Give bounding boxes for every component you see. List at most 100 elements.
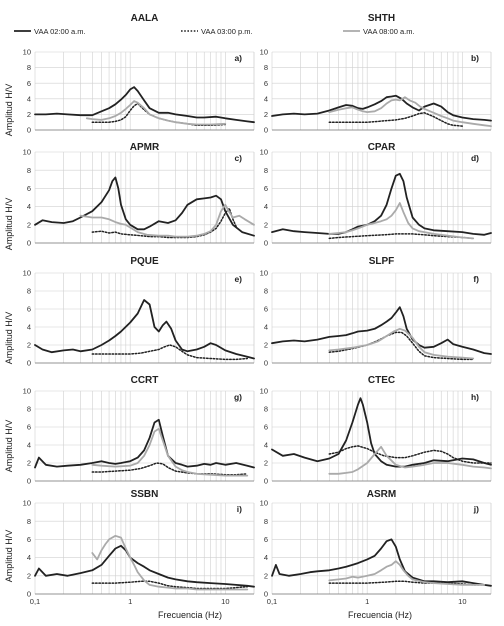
y-tick-label: 8 bbox=[264, 63, 268, 72]
panel-tag: b) bbox=[471, 53, 479, 63]
series-line-0300 bbox=[328, 112, 464, 127]
y-tick-label: 10 bbox=[23, 148, 31, 157]
y-tick-label: 2 bbox=[27, 571, 31, 580]
y-tick-label: 4 bbox=[27, 94, 31, 103]
y-tick-label: 0 bbox=[27, 477, 31, 486]
panel-title: SHTH bbox=[368, 13, 395, 24]
series-line-0800 bbox=[328, 560, 486, 586]
series-line-0800 bbox=[328, 327, 475, 360]
y-tick-label: 10 bbox=[260, 48, 268, 57]
y-tick-label: 6 bbox=[27, 423, 31, 432]
x-tick-label: 1 bbox=[365, 597, 369, 606]
series-line-0200 bbox=[271, 538, 492, 587]
y-tick-label: 10 bbox=[23, 387, 31, 396]
y-tick-label: 2 bbox=[27, 220, 31, 229]
panel-title: CTEC bbox=[368, 375, 395, 386]
y-tick-label: 10 bbox=[260, 499, 268, 508]
series-line-0200 bbox=[271, 397, 492, 468]
y-tick-label: 6 bbox=[27, 535, 31, 544]
y-tick-label: 4 bbox=[264, 94, 268, 103]
y-tick-label: 2 bbox=[264, 341, 268, 350]
panel-title: SLPF bbox=[369, 256, 395, 267]
panel-tag: h) bbox=[471, 392, 479, 402]
legend-label: VAA 03:00 p.m. bbox=[201, 27, 253, 36]
y-tick-label: 6 bbox=[264, 423, 268, 432]
y-tick-label: 6 bbox=[264, 305, 268, 314]
panel-tag: e) bbox=[234, 274, 242, 284]
series-line-0300 bbox=[91, 580, 249, 590]
y-tick-label: 0 bbox=[27, 239, 31, 248]
y-tick-label: 10 bbox=[23, 499, 31, 508]
y-axis-label: Amplitud H/V bbox=[4, 312, 14, 365]
x-tick-label: 1 bbox=[128, 597, 132, 606]
y-axis-label: Amplitud H/V bbox=[4, 198, 14, 251]
y-tick-label: 4 bbox=[27, 202, 31, 211]
y-tick-label: 2 bbox=[264, 110, 268, 119]
x-tick-label: 0,1 bbox=[30, 597, 40, 606]
y-tick-label: 0 bbox=[264, 126, 268, 135]
panel-title: PQUE bbox=[130, 256, 159, 267]
y-tick-label: 8 bbox=[264, 287, 268, 296]
panel-tag: a) bbox=[234, 53, 242, 63]
x-axis-label: Frecuencia (Hz) bbox=[348, 610, 412, 620]
y-tick-label: 0 bbox=[264, 477, 268, 486]
panel-title: ASRM bbox=[367, 489, 396, 500]
series-line-0200 bbox=[271, 94, 492, 122]
panel-title: APMR bbox=[130, 142, 160, 153]
y-tick-label: 2 bbox=[264, 220, 268, 229]
y-axis-label: Amplitud H/V bbox=[4, 84, 14, 137]
y-tick-label: 8 bbox=[27, 517, 31, 526]
y-tick-label: 0 bbox=[264, 359, 268, 368]
y-tick-label: 2 bbox=[264, 571, 268, 580]
x-axis-label: Frecuencia (Hz) bbox=[158, 610, 222, 620]
y-tick-label: 10 bbox=[260, 148, 268, 157]
series-line-0200 bbox=[34, 299, 255, 360]
panel-title: AALA bbox=[131, 13, 159, 24]
series-line-0800 bbox=[328, 445, 492, 475]
y-tick-label: 10 bbox=[260, 269, 268, 278]
y-tick-label: 8 bbox=[264, 405, 268, 414]
series-line-0200 bbox=[34, 86, 255, 124]
series-line-0200 bbox=[271, 172, 492, 236]
series-line-0800 bbox=[79, 203, 255, 238]
y-tick-label: 6 bbox=[27, 184, 31, 193]
y-tick-label: 0 bbox=[27, 126, 31, 135]
y-tick-label: 8 bbox=[264, 166, 268, 175]
series-line-0800 bbox=[328, 96, 492, 127]
y-tick-label: 4 bbox=[27, 553, 31, 562]
panel-title: CCRT bbox=[131, 375, 159, 386]
y-tick-label: 6 bbox=[264, 79, 268, 88]
y-tick-label: 2 bbox=[264, 459, 268, 468]
series-line-0800 bbox=[328, 202, 475, 240]
y-tick-label: 6 bbox=[27, 305, 31, 314]
panel-tag: i) bbox=[237, 504, 242, 514]
y-tick-label: 8 bbox=[27, 287, 31, 296]
series-line-0200 bbox=[271, 306, 492, 355]
panel-tag: f) bbox=[473, 274, 479, 284]
panel-tag: c) bbox=[234, 153, 242, 163]
y-tick-label: 2 bbox=[27, 110, 31, 119]
y-axis-label: Amplitud H/V bbox=[4, 420, 14, 473]
y-tick-label: 0 bbox=[264, 590, 268, 599]
panel-title: SSBN bbox=[131, 489, 159, 500]
y-tick-label: 8 bbox=[27, 405, 31, 414]
y-tick-label: 8 bbox=[27, 63, 31, 72]
y-tick-label: 4 bbox=[27, 441, 31, 450]
y-tick-label: 2 bbox=[27, 341, 31, 350]
panel-title: CPAR bbox=[368, 142, 396, 153]
y-tick-label: 2 bbox=[27, 459, 31, 468]
series-line-0300 bbox=[328, 445, 492, 464]
legend-label: VAA 08:00 a.m. bbox=[363, 27, 415, 36]
series-line-0800 bbox=[85, 100, 227, 126]
y-tick-label: 10 bbox=[260, 387, 268, 396]
y-tick-label: 4 bbox=[264, 202, 268, 211]
series-line-0800 bbox=[91, 427, 249, 477]
y-axis-label: Amplitud H/V bbox=[4, 530, 14, 583]
x-tick-label: 0,1 bbox=[267, 597, 277, 606]
x-tick-label: 10 bbox=[458, 597, 466, 606]
panel-tag: j) bbox=[473, 504, 479, 514]
y-tick-label: 0 bbox=[27, 590, 31, 599]
y-tick-label: 8 bbox=[27, 166, 31, 175]
series-line-0800 bbox=[91, 534, 249, 591]
